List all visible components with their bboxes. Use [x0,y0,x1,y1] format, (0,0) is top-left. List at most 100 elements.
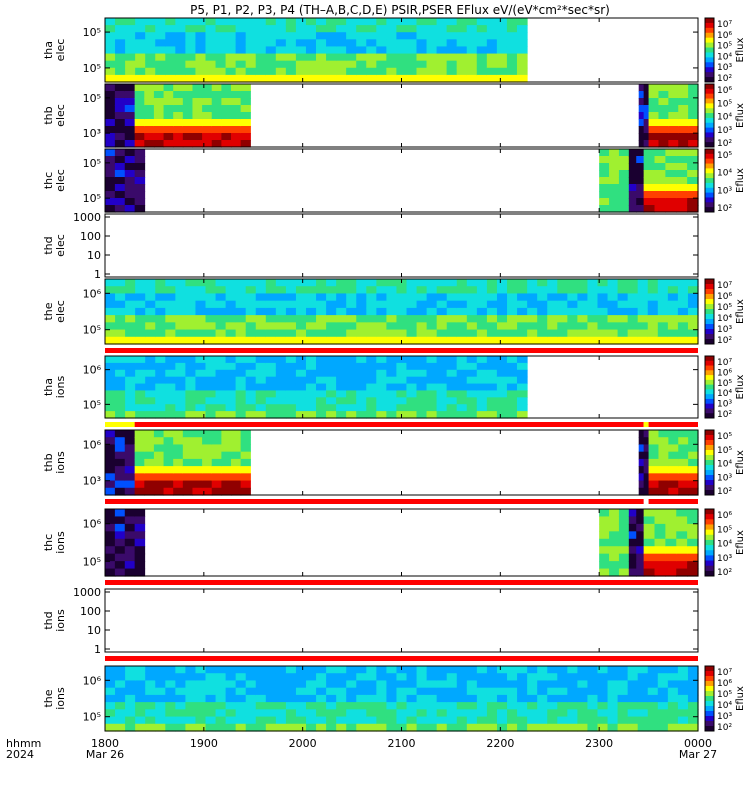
heatmap-cell [326,329,337,338]
heatmap-cell [636,149,645,157]
heatmap-cell [316,723,327,732]
heatmap-cell [265,307,277,316]
heatmap-cell [215,687,227,696]
heatmap-cell [466,680,478,689]
chart-title: P5, P1, P2, P3, P4 (TH–A,B,C,D,E) PSIR,P… [190,3,610,17]
heatmap-cell [657,687,669,696]
heatmap-cell [416,362,428,371]
heatmap-cell [185,411,197,419]
heatmap-cell [245,404,257,412]
heatmap-cell [506,32,518,40]
heatmap-cell [135,25,146,33]
heatmap-cell [677,687,689,696]
heatmap-cell [476,60,488,69]
heatmap-cell [235,18,247,26]
heatmap-cell [517,307,528,316]
heatmap-cell [688,451,699,460]
heatmap-cell [285,329,297,338]
heatmap-cell [185,687,197,696]
heatmap-cell [607,293,619,302]
heatmap-cell [182,458,194,467]
heatmap-cell [658,98,669,106]
colorbar-swatch [705,706,714,712]
heatmap-cell [416,336,428,345]
heatmap-cell [356,300,367,309]
heatmap-cell [647,666,659,674]
heatmap-cell [275,673,287,682]
heatmap-cell [587,666,599,674]
heatmap-cell [557,673,568,682]
heatmap-cell [517,279,528,287]
heatmap-cell [275,376,287,385]
status-bar-segment [648,499,698,504]
heatmap-cell [406,18,418,26]
heatmap-cell [255,53,267,62]
heatmap-cell [125,60,136,69]
heatmap-cell [173,487,184,496]
heatmap-cell [665,553,677,562]
heatmap-cell [376,53,387,62]
heatmap-cell [235,32,247,40]
heatmap-cell [215,74,227,83]
heatmap-cell [134,458,145,467]
heatmap-cell [668,119,679,127]
heatmap-cell [145,687,156,696]
heatmap-cell [215,286,227,295]
heatmap-cell [688,84,699,92]
heatmap-cell [316,411,327,419]
heatmap-cell [185,18,197,26]
heatmap-cell [195,709,207,718]
heatmap-cell [356,293,367,302]
colorbar-swatch [705,84,714,90]
heatmap-cell [667,315,679,323]
heatmap-cell [687,702,699,710]
heatmap-cell [537,680,548,689]
heatmap-cell [506,53,518,62]
heatmap-cell [221,112,232,120]
heatmap-cell [211,133,222,141]
heatmap-cell [446,673,458,682]
heatmap-cell [336,723,347,732]
heatmap-cell [163,119,174,127]
heatmap-cell [124,98,136,106]
heatmap-cell [285,307,297,316]
heatmap-cell [386,307,398,316]
heatmap-cell [105,702,116,710]
colorbar-tick-label: 10⁵ [717,303,732,313]
heatmap-cell [356,716,367,725]
heatmap-cell [175,39,186,48]
heatmap-cell [215,390,227,398]
heatmap-cell [507,680,518,689]
heatmap-cell [205,60,217,69]
heatmap-cell [617,723,629,732]
heatmap-cell [376,709,388,718]
heatmap-cell [366,666,377,674]
heatmap-cell [255,356,267,364]
heatmap-cell [115,53,126,62]
heatmap-cell [486,293,498,302]
heatmap-cell [195,53,207,62]
colorbar-tick-label: 10⁶ [717,86,732,96]
heatmap-cell [225,46,237,55]
colorbar-tick-label: 10⁷ [717,281,732,291]
heatmap-cell [547,723,558,732]
heatmap-cell [537,723,548,732]
heatmap-cell [225,315,237,323]
heatmap-cell [658,444,669,453]
heatmap-cell [676,553,688,562]
heatmap-cell [173,466,184,474]
heatmap-cell [225,390,237,398]
y-tick-label: 10⁵ [83,26,101,39]
heatmap-cell [665,205,677,213]
heatmap-cell [516,39,528,48]
heatmap-cell [316,376,327,385]
heatmap-cell [336,687,347,696]
heatmap-cell [486,390,498,398]
heatmap-cell [114,430,126,438]
heatmap-cell [185,307,197,316]
colorbar-swatch [705,284,714,290]
heatmap-cell [506,60,518,69]
heatmap-cell [446,46,458,55]
heatmap-cell [446,376,458,385]
heatmap-cell [165,687,176,696]
